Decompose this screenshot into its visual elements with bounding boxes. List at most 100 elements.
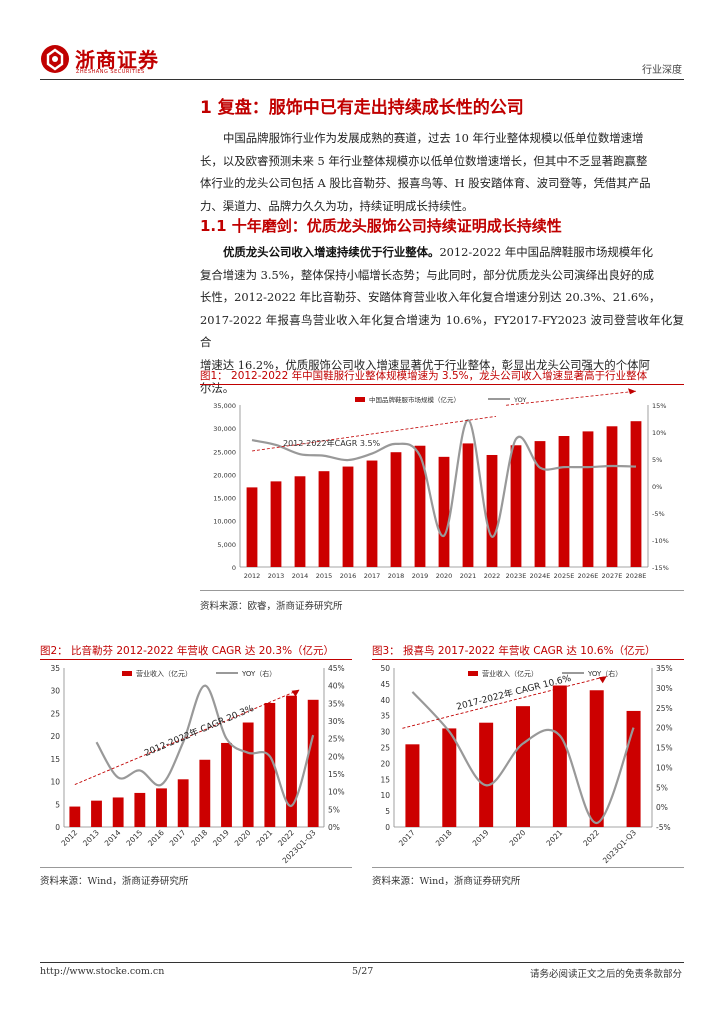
x-tick-label: 2026E	[578, 572, 599, 580]
figure2-caption: 图2： 比音勒芬 2012-2022 年营收 CAGR 达 20.3%（亿元）	[40, 645, 335, 657]
bar	[558, 436, 570, 567]
bar	[270, 481, 282, 567]
y2-tick-label: 25%	[328, 735, 345, 744]
y2-tick-label: 0%	[328, 823, 340, 832]
figure2-chart: 0 5 10 15 20 25 30 35 0% 5% 10% 15% 20% 25% 30% 35% 40% 4…	[50, 664, 345, 865]
figure1-rule	[200, 384, 684, 385]
y-tick-label: 15	[50, 755, 60, 764]
trend-arrowhead	[628, 388, 636, 395]
y-tick-label: 0	[232, 564, 236, 572]
x-tick-label: 2015	[316, 572, 333, 580]
header-logo: 浙商证券 ZHESHANG SECURITIES	[40, 40, 160, 80]
y-tick-label: 25	[380, 744, 390, 753]
bar	[177, 779, 189, 827]
x-tick-label: 2014	[292, 572, 309, 580]
y-tick-label: 45	[380, 680, 390, 689]
bar	[486, 454, 498, 567]
y2-tick-label: 45%	[328, 664, 345, 673]
x-tick-label: 2019	[471, 828, 491, 848]
trend-line	[402, 675, 607, 729]
x-tick-label: 2018	[189, 828, 209, 848]
bar	[405, 744, 420, 827]
page-number: 5/27	[352, 966, 374, 977]
body-line: 长性，2012-2022 年比音勒芬、安踏体育营业收入年化复合增速分别达 20.…	[200, 290, 661, 305]
bar	[134, 792, 146, 827]
bar	[438, 456, 450, 567]
bar	[366, 460, 378, 567]
y-tick-label: 40	[380, 696, 390, 705]
figure1-chart: 0 5,000 10,000 15,000 20,000 25,000 30,000 35,0…	[213, 388, 669, 580]
y-tick-label: 20	[380, 759, 390, 768]
x-tick-label: 2018	[388, 572, 405, 580]
x-tick-label: 2028E	[626, 572, 647, 580]
x-tick-label: 2017	[364, 572, 381, 580]
bar	[515, 706, 531, 827]
legend-bar-swatch	[355, 397, 365, 402]
y-tick-label: 0	[55, 823, 60, 832]
bar	[582, 431, 594, 567]
y2-tick-label: 10%	[652, 429, 666, 437]
x-tick-label: 2020	[436, 572, 453, 580]
y-tick-label: 5,000	[217, 541, 236, 549]
bar	[318, 471, 330, 567]
x-tick-label: 2012	[59, 828, 79, 848]
figure3-source: 资料来源：Wind，浙商证券研究所	[372, 876, 521, 887]
legend-bar-swatch	[122, 671, 132, 676]
bar	[552, 685, 567, 827]
x-tick-label: 2014	[103, 828, 123, 848]
y2-tick-label: 30%	[328, 717, 345, 726]
legend-line-label: YOY（右）	[587, 669, 622, 678]
intro-line: 体行业的龙头公司包括 A 股比音勒芬、报喜鸟等、H 股安踏体育、波司登等，凭借其…	[200, 176, 651, 191]
bar	[534, 441, 546, 567]
x-tick-label: 2020	[508, 828, 528, 848]
bar	[442, 728, 457, 827]
y2-tick-label: 20%	[656, 724, 673, 733]
body-line: 2017-2022 年报喜鸟营业收入年化复合增速为 10.6%，FY2017-F…	[200, 312, 684, 350]
figure3-bottom-rule	[372, 867, 684, 868]
legend-line-label: YOY（右）	[241, 669, 276, 678]
y2-tick-label: 15%	[652, 402, 666, 410]
footer-url[interactable]: http://www.stocke.com.cn	[40, 966, 165, 977]
logo-text: 浙商证券	[75, 48, 159, 72]
header-rule	[40, 79, 684, 80]
y-tick-label: 30	[50, 687, 60, 696]
x-tick-label: 2023Q1-Q3	[601, 828, 638, 865]
y-tick-label: 35,000	[213, 402, 236, 410]
bar	[630, 421, 642, 567]
bar	[221, 742, 232, 827]
y2-tick-label: 15%	[328, 770, 345, 779]
bar	[462, 443, 474, 567]
y-tick-label: 10,000	[213, 518, 236, 526]
trend-arrowhead	[291, 689, 300, 697]
y-tick-label: 10	[380, 791, 390, 800]
x-tick-label: 2021	[544, 828, 564, 848]
y2-tick-label: 40%	[328, 682, 345, 691]
y2-tick-label: -15%	[652, 564, 669, 572]
x-tick-label: 2021	[254, 828, 274, 848]
figure3-caption: 图3： 报喜鸟 2017-2022 年营收 CAGR 达 10.6%（亿元）	[372, 645, 656, 657]
y-tick-label: 20,000	[213, 471, 236, 479]
y-tick-label: 35	[380, 712, 390, 721]
y-tick-label: 10	[50, 778, 60, 787]
y-tick-label: 15,000	[213, 495, 236, 503]
legend-bar-label: 中国品牌鞋服市场规模（亿元）	[369, 395, 460, 404]
section-label: 行业深度	[642, 65, 682, 76]
bar	[390, 452, 402, 567]
trend-arrowhead	[598, 676, 607, 684]
bar	[589, 690, 604, 827]
x-tick-label: 2015	[124, 828, 144, 848]
figure2-bottom-rule	[40, 867, 352, 868]
figure1-bottom-rule	[200, 590, 684, 591]
x-tick-label: 2022	[484, 572, 501, 580]
bar	[156, 788, 167, 827]
y-tick-label: 20	[50, 732, 60, 741]
bar	[286, 695, 297, 827]
legend-line-label: YOY	[513, 396, 526, 404]
y2-tick-label: 25%	[656, 704, 673, 713]
y2-tick-label: 35%	[656, 664, 673, 673]
y-tick-label: 5	[385, 807, 390, 816]
y-tick-label: 35	[50, 664, 60, 673]
x-tick-label: 2017	[397, 828, 417, 848]
yoy-line	[251, 419, 637, 538]
y2-tick-label: 5%	[328, 805, 340, 814]
